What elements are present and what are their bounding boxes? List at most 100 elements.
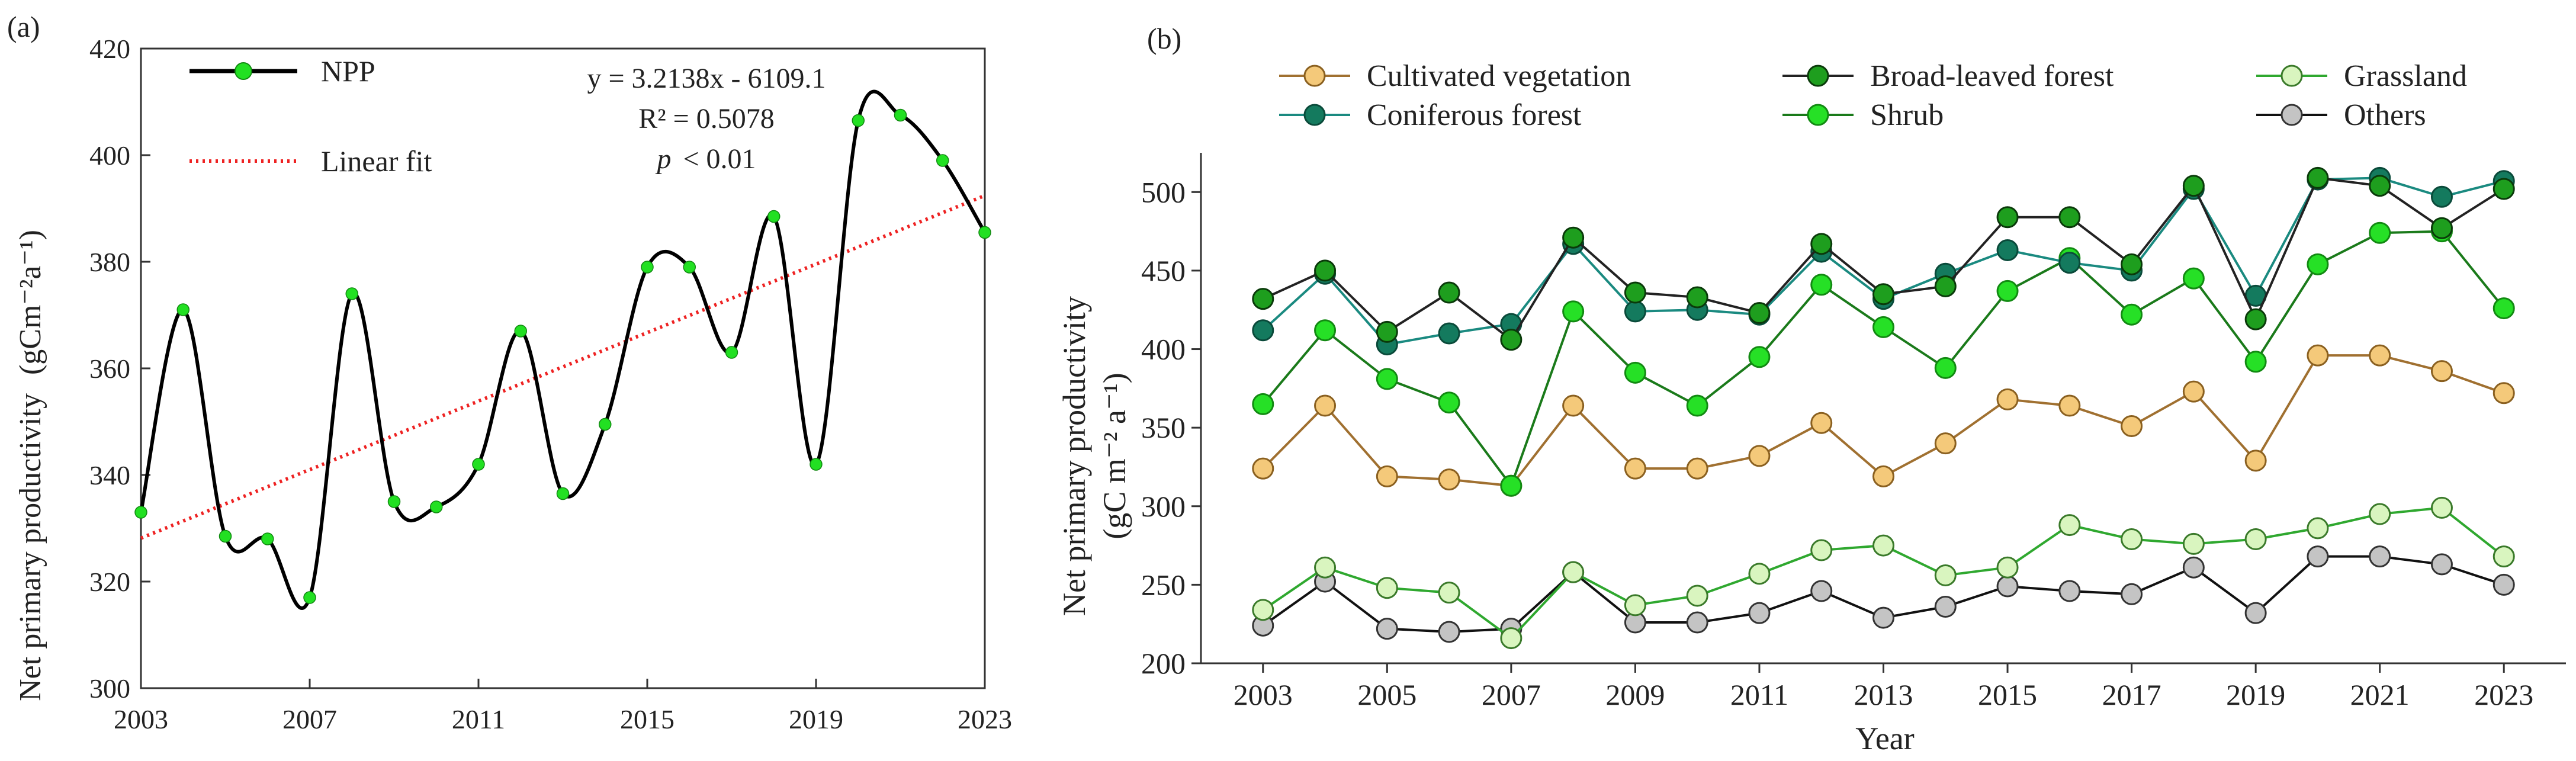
panel-b-legend: Cultivated vegetation Broad-leaved forest… bbox=[1279, 59, 2467, 132]
fit-p-threshold: < 0.01 bbox=[683, 143, 756, 175]
panel-b-y-axis-unit: (gC m⁻² a⁻¹) bbox=[1097, 373, 1132, 539]
panel-a-series bbox=[134, 89, 991, 610]
panel-b-x-tick-label: 2005 bbox=[1357, 678, 1417, 711]
panel-a-y-axis-label: Net primary productivity bbox=[14, 393, 47, 701]
shrub-point bbox=[1500, 474, 1523, 497]
npp-point bbox=[303, 591, 316, 604]
cultivated-vegetation-point bbox=[2058, 394, 2081, 417]
others-point bbox=[1748, 602, 1771, 624]
cultivated-vegetation-point bbox=[1748, 445, 1771, 467]
broad-leaved-forest-point bbox=[2307, 166, 2329, 189]
others-point bbox=[2307, 545, 2329, 568]
cultivated-vegetation-point bbox=[2369, 344, 2391, 367]
npp-point bbox=[556, 487, 570, 500]
broad-leaved-forest-point bbox=[2058, 206, 2081, 229]
panel-b-x-tick-label: 2013 bbox=[1854, 678, 1913, 711]
broad-leaved-forest-point bbox=[2369, 175, 2391, 197]
panel-a-y-tick-label: 420 bbox=[89, 34, 130, 64]
shrub-point bbox=[1624, 361, 1646, 384]
legend-npp-label: NPP bbox=[321, 54, 375, 88]
legend-cultivated-vegetation-label: Cultivated vegetation bbox=[1367, 59, 1631, 93]
grassland-point bbox=[1376, 577, 1398, 599]
legend-cultivated-vegetation-marker bbox=[1303, 65, 1326, 87]
cultivated-vegetation-point bbox=[2244, 449, 2267, 472]
cultivated-vegetation-point bbox=[1562, 394, 1585, 417]
broad-leaved-forest-point bbox=[1438, 281, 1460, 304]
svg-text:Net primary productivity: Net primary productivity (gCm⁻²a⁻¹) bbox=[14, 230, 47, 701]
grassland-point bbox=[2058, 514, 2081, 537]
broad-leaved-forest-point bbox=[1500, 329, 1523, 351]
coniferous-forest-point bbox=[2430, 185, 2453, 208]
cultivated-vegetation-point bbox=[1438, 468, 1460, 491]
coniferous-forest-point bbox=[1252, 319, 1274, 342]
panel-b-x-tick-label: 2015 bbox=[1978, 678, 2037, 711]
shrub-point bbox=[1872, 316, 1894, 338]
npp-point bbox=[641, 261, 654, 274]
shrub-point bbox=[1810, 274, 1833, 296]
others-point bbox=[2121, 583, 2143, 605]
cultivated-vegetation-point bbox=[1252, 457, 1274, 480]
broad-leaved-forest-point bbox=[1624, 281, 1646, 304]
npp-point bbox=[472, 458, 485, 471]
broad-leaved-forest-point bbox=[1748, 302, 1771, 325]
panel-a-y-tick-label: 400 bbox=[89, 140, 130, 171]
cultivated-vegetation-point bbox=[2182, 380, 2205, 403]
others-point bbox=[2369, 545, 2391, 568]
cultivated-vegetation-point bbox=[2307, 344, 2329, 367]
grassland-point bbox=[2493, 545, 2515, 568]
grassland-point bbox=[1562, 561, 1585, 583]
fit-r-squared: R² = 0.5078 bbox=[638, 103, 774, 134]
panel-a-x-tick-label: 2007 bbox=[282, 704, 337, 734]
npp-point bbox=[599, 418, 612, 431]
npp-point bbox=[936, 154, 949, 167]
legend-coniferous-forest-label: Coniferous forest bbox=[1367, 98, 1582, 132]
broad-leaved-forest-point bbox=[1810, 233, 1833, 255]
cultivated-vegetation-point bbox=[2430, 360, 2453, 383]
legend-grassland-label: Grassland bbox=[2344, 59, 2467, 93]
broad-leaved-forest-point bbox=[1686, 286, 1708, 309]
shrub-point bbox=[2182, 267, 2205, 290]
panel-a-legend: NPP Linear fit bbox=[189, 54, 432, 178]
legend-shrub-label: Shrub bbox=[1870, 98, 1944, 132]
shrub-point bbox=[1748, 346, 1771, 368]
others-point bbox=[1438, 621, 1460, 643]
panel-b-label: (b) bbox=[1147, 22, 1181, 55]
npp-point bbox=[134, 506, 147, 519]
coniferous-forest-point bbox=[1996, 239, 2019, 261]
panel-a-y-axis-unit: (gCm⁻²a⁻¹) bbox=[14, 230, 47, 375]
others-point bbox=[1872, 606, 1894, 629]
panel-b-x-tick-label: 2003 bbox=[1234, 678, 1293, 711]
legend-coniferous-forest-marker bbox=[1303, 104, 1326, 126]
npp-point bbox=[261, 532, 274, 545]
grassland-point bbox=[1500, 627, 1523, 650]
panel-b-y-tick-label: 500 bbox=[1141, 175, 1186, 208]
panel-b-y-axis-label: Net primary productivity bbox=[1056, 296, 1092, 616]
npp-point bbox=[725, 346, 738, 359]
panel-b-axis-ticks: 200 250 300 350 400 450 500 2003 2005 2007 2009 201… bbox=[1141, 175, 2533, 711]
grassland-point bbox=[2244, 528, 2267, 550]
grassland-point bbox=[1686, 585, 1708, 607]
panel-a-axis-ticks: 300 320 340 360 380 400 420 2003 2007 2011 2015 201… bbox=[89, 34, 1012, 734]
coniferous-forest-point bbox=[1624, 300, 1646, 323]
broad-leaved-forest-point bbox=[1562, 226, 1585, 249]
npp-point bbox=[894, 108, 907, 122]
legend-broad-leaved-forest-marker bbox=[1807, 65, 1829, 87]
broad-leaved-forest-point bbox=[1872, 283, 1894, 306]
panel-b-x-tick-label: 2011 bbox=[1730, 678, 1788, 711]
grassland-point bbox=[2121, 528, 2143, 550]
panel-b-y-tick-label: 200 bbox=[1141, 647, 1186, 680]
npp-point bbox=[810, 458, 823, 471]
shrub-point bbox=[1686, 394, 1708, 417]
others-point bbox=[2244, 602, 2267, 624]
broad-leaved-forest-point bbox=[2430, 217, 2453, 239]
npp-point bbox=[387, 495, 401, 508]
panel-a-plot-area bbox=[140, 47, 986, 689]
cultivated-vegetation-point bbox=[1934, 432, 1957, 455]
panel-b-x-tick-label: 2023 bbox=[2474, 678, 2533, 711]
cultivated-vegetation-point bbox=[2493, 382, 2515, 404]
fit-p-value: p < 0.01 bbox=[655, 143, 756, 175]
panel-b-y-tick-label: 400 bbox=[1141, 333, 1186, 366]
shrub-point bbox=[1562, 300, 1585, 323]
